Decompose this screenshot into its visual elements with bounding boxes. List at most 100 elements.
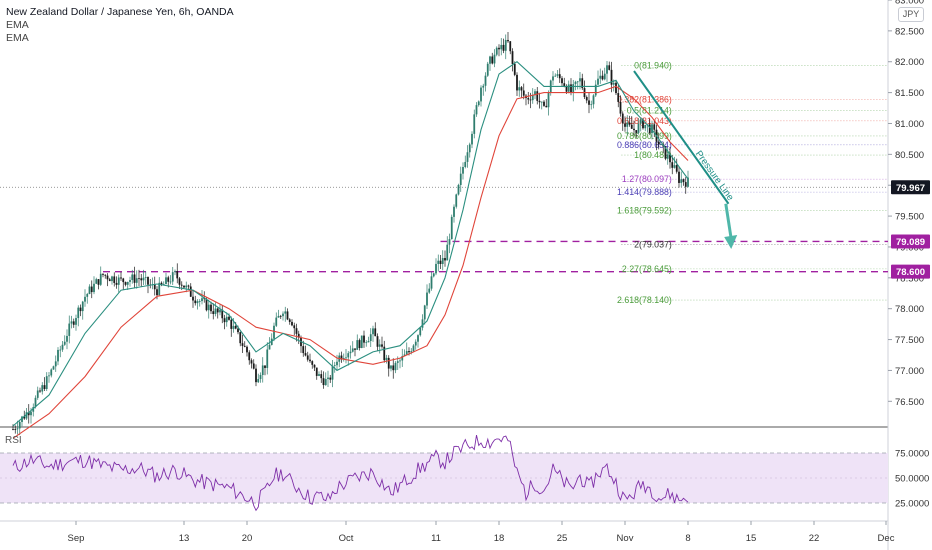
candle-body [660,144,662,146]
candle-body [482,85,485,88]
candle-body [45,376,48,389]
candle-body [223,318,226,323]
candle-body [322,378,325,386]
candle-body [545,105,548,108]
candle-body [63,341,66,345]
candle-body [414,341,417,346]
candle-body [356,340,359,350]
candle-body [187,285,190,287]
candle-body [572,84,575,93]
candle-body [34,397,37,408]
ema-lines [12,60,689,439]
candle-body [331,365,334,380]
candle-body [682,179,685,183]
candle-body [311,361,314,365]
candle-body [621,113,624,124]
candle-body [610,69,613,85]
level-price-tag-bg [891,264,930,279]
ema-fast-line [12,60,689,427]
candle-body [25,412,28,419]
candle-body [124,282,127,285]
candle-body [543,101,545,106]
currency-button[interactable]: JPY [898,7,924,22]
candle-body [428,288,431,293]
time-tick-label: Oct [339,533,354,544]
candle-body [527,98,530,100]
pressure-line [633,70,730,205]
candle-body [417,335,419,342]
candle-body [147,277,149,285]
candle-body [358,340,361,349]
candle-body [390,365,392,369]
candle-body [268,344,271,350]
candle-body [455,194,458,207]
pressure-line-label: Pressure Line [693,149,736,203]
candle-body [140,278,143,281]
candle-body [626,122,629,127]
candle-body [678,171,680,183]
candle-body [176,271,179,279]
candle-body [16,428,19,430]
time-tick-label: Dec [878,533,895,544]
candle-body [66,335,68,342]
candle-body [81,301,84,312]
candle-body [41,385,44,392]
candle-body [48,375,50,377]
candle-body [601,75,604,80]
candle-body [502,44,505,51]
candle-body [466,152,469,162]
candle-body [664,146,667,159]
price-tick-label: 81.000 [895,119,924,130]
candle-body [540,101,543,103]
projection-arrow-shaft [724,203,733,240]
candle-body [167,277,170,282]
fibonacci-levels: 0(81.940) 0.382(81.386)0.5(81.214)0.618(8… [617,60,888,305]
candle-body [349,351,352,354]
candle-body [399,360,401,362]
candle-body [219,309,221,313]
candle-body [657,141,660,145]
candle-body [203,298,206,300]
price-tick-label: 82.000 [895,57,924,68]
candle-body [354,348,356,350]
chart-title: New Zealand Dollar / Japanese Yen, 6h, O… [6,6,234,18]
candle-body [108,279,111,282]
candle-body [687,177,689,187]
candle-body [75,318,77,325]
price-tick-label: 78.500 [895,273,924,284]
candle-body [142,277,145,281]
candle-body [594,84,597,96]
candle-body [495,47,498,55]
horizontal-levels [0,186,888,273]
candle-body [617,93,620,102]
candle-body [475,105,478,115]
candle-body [115,282,118,285]
candle-body [435,263,437,274]
candle-body [261,365,264,376]
candle-body [113,276,116,283]
candle-body [369,334,372,342]
candle-body [23,416,26,419]
ema-label-1: EMA [6,19,29,31]
candle-body [518,87,521,91]
candle-body [504,39,507,51]
time-tick-label: 18 [494,533,505,544]
candle-body [385,357,388,361]
candle-body [376,336,379,347]
candle-body [160,282,163,285]
fib-level-label: 1.27(80.097) [622,174,672,184]
candle-body [509,41,512,52]
level-price-tag-bg [891,234,930,249]
candle-body [666,154,669,159]
candle-body [345,357,347,359]
candle-body [387,357,390,369]
candle-body [36,390,39,398]
candle-body [117,277,120,285]
time-tick-label: Nov [617,533,634,544]
candle-body [592,95,595,105]
candle-body [489,56,491,64]
candle-body [27,412,30,416]
candle-body [336,361,338,366]
candle-body [635,130,638,133]
